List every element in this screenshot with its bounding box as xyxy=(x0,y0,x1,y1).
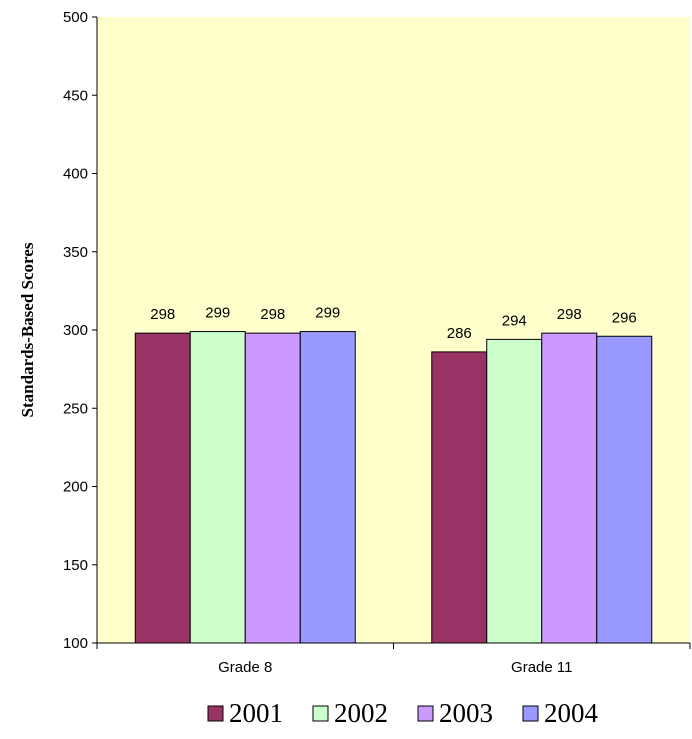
data-label: 296 xyxy=(612,309,637,326)
data-labels: 298 299 298 299 286 294 298 296 xyxy=(150,305,637,342)
bar-2003-grade-11 xyxy=(541,332,598,644)
legend-swatch xyxy=(417,705,434,722)
bar-2003-grade-8 xyxy=(244,332,301,644)
data-label: 286 xyxy=(447,325,472,342)
data-label: 298 xyxy=(150,306,175,323)
bar-2004-grade-8 xyxy=(299,331,356,644)
legend-label: 2002 xyxy=(334,698,388,728)
data-label: 298 xyxy=(557,306,582,323)
bar-2002-grade-8 xyxy=(189,331,246,644)
y-tick-label: 300 xyxy=(63,322,88,339)
x-category-label: Grade 8 xyxy=(218,659,272,676)
y-tick-label: 450 xyxy=(63,87,88,104)
bar-2001-grade-8 xyxy=(134,332,191,644)
data-label: 294 xyxy=(502,312,527,329)
bar-2001-grade-11 xyxy=(431,351,488,644)
bar-2004-grade-11 xyxy=(596,335,653,644)
x-category-label: Grade 11 xyxy=(511,659,572,676)
bar-2002-grade-11 xyxy=(486,338,543,644)
legend-swatch xyxy=(522,705,539,722)
y-tick-label: 200 xyxy=(63,479,88,496)
data-label: 299 xyxy=(315,305,340,322)
x-axis: Grade 8 Grade 11 xyxy=(96,642,691,676)
bars xyxy=(134,331,653,644)
legend-label: 2003 xyxy=(439,698,493,728)
legend-label: 2004 xyxy=(544,698,599,728)
y-tick-label: 250 xyxy=(63,400,88,417)
y-axis: 100 150 200 250 300 350 400 450 500 xyxy=(63,9,98,652)
y-tick-label: 150 xyxy=(63,557,88,574)
legend: 2001 2002 2003 2004 xyxy=(207,698,599,728)
legend-swatch xyxy=(207,705,224,722)
legend-label: 2001 xyxy=(229,698,283,728)
y-tick-label: 100 xyxy=(63,635,88,652)
legend-swatch xyxy=(312,705,329,722)
y-axis-title: Standards-Based Scores xyxy=(18,242,37,417)
data-label: 298 xyxy=(260,306,285,323)
y-tick-label: 350 xyxy=(63,244,88,261)
y-tick-label: 400 xyxy=(63,166,88,183)
data-label: 299 xyxy=(205,305,230,322)
y-tick-label: 500 xyxy=(63,9,88,26)
